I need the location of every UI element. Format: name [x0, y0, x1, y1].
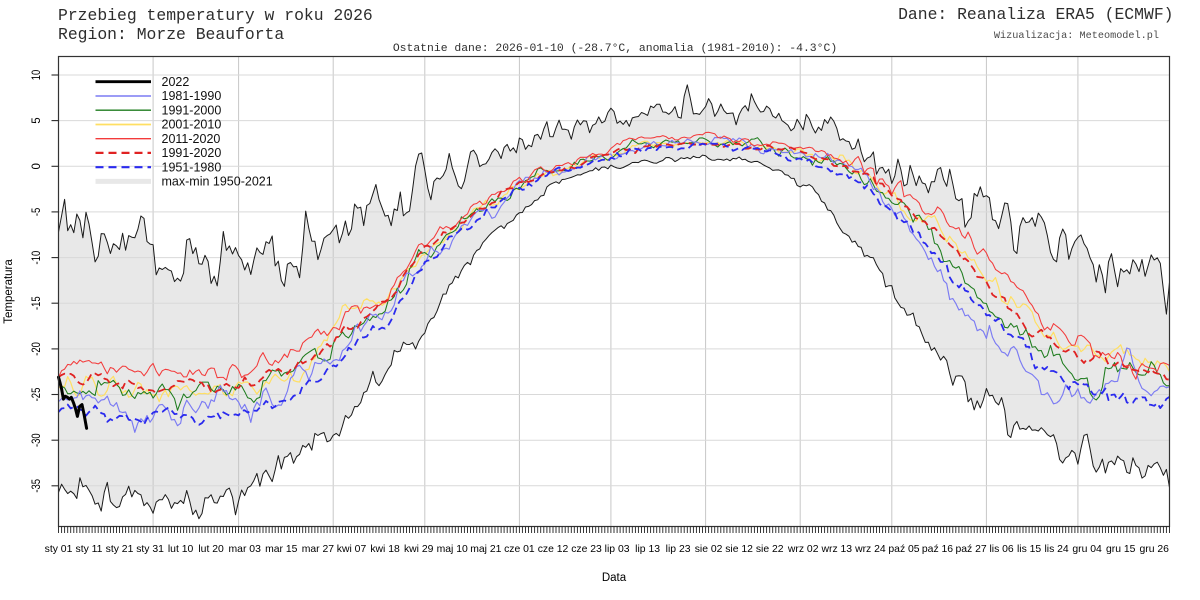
svg-text:1951-1980: 1951-1980	[162, 160, 222, 174]
svg-text:lis 15: lis 15	[1017, 544, 1041, 555]
svg-text:gru 15: gru 15	[1106, 544, 1136, 555]
svg-text:-20: -20	[31, 342, 43, 356]
svg-text:lut 20: lut 20	[198, 544, 224, 555]
svg-text:mar 03: mar 03	[229, 544, 262, 555]
svg-text:sie 22: sie 22	[756, 544, 784, 555]
svg-text:-10: -10	[31, 251, 43, 265]
svg-text:cze 23: cze 23	[571, 544, 602, 555]
svg-text:-5: -5	[31, 208, 43, 216]
svg-text:Przebieg temperatury w roku 20: Przebieg temperatury w roku 2026	[58, 6, 373, 25]
svg-text:wrz 02: wrz 02	[787, 544, 819, 555]
svg-text:sty 31: sty 31	[136, 544, 164, 555]
svg-text:mar 27: mar 27	[302, 544, 335, 555]
svg-text:sty 01: sty 01	[45, 544, 73, 555]
svg-text:max-min 1950-2021: max-min 1950-2021	[162, 175, 273, 189]
svg-text:lut 10: lut 10	[168, 544, 194, 555]
svg-text:kwi 07: kwi 07	[337, 544, 367, 555]
svg-text:lis 24: lis 24	[1044, 544, 1068, 555]
svg-text:lip 03: lip 03	[605, 544, 630, 555]
svg-text:gru 26: gru 26	[1139, 544, 1169, 555]
svg-text:paź 05: paź 05	[888, 544, 919, 555]
svg-text:2011-2020: 2011-2020	[162, 132, 221, 146]
svg-text:mar 15: mar 15	[265, 544, 298, 555]
svg-text:2022: 2022	[162, 75, 190, 89]
svg-text:10: 10	[31, 70, 43, 81]
svg-text:wrz 24: wrz 24	[854, 544, 886, 555]
svg-text:2001-2010: 2001-2010	[162, 118, 222, 132]
svg-text:1991-2020: 1991-2020	[162, 146, 222, 160]
svg-text:cze 12: cze 12	[538, 544, 569, 555]
svg-text:gru 04: gru 04	[1072, 544, 1102, 555]
svg-text:kwi 29: kwi 29	[404, 544, 434, 555]
svg-text:sty 11: sty 11	[76, 544, 103, 555]
svg-text:kwi 18: kwi 18	[370, 544, 400, 555]
svg-text:sie 12: sie 12	[725, 544, 753, 555]
svg-text:maj 10: maj 10	[437, 544, 468, 555]
svg-text:cze 01: cze 01	[504, 544, 535, 555]
svg-text:1981-1990: 1981-1990	[162, 89, 222, 103]
svg-text:lip 23: lip 23	[666, 544, 691, 555]
svg-text:-35: -35	[31, 479, 43, 493]
svg-text:Data: Data	[602, 572, 627, 584]
svg-text:Ostatnie dane: 2026-01-10 (-28: Ostatnie dane: 2026-01-10 (-28.7°C, anom…	[393, 43, 837, 55]
svg-text:sty 21: sty 21	[106, 544, 134, 555]
svg-text:Temperatura: Temperatura	[3, 259, 15, 324]
svg-text:lis 06: lis 06	[989, 544, 1013, 555]
svg-text:Dane: Reanaliza ERA5 (ECMWF): Dane: Reanaliza ERA5 (ECMWF)	[898, 5, 1173, 24]
svg-text:-30: -30	[31, 433, 43, 447]
svg-text:sie 02: sie 02	[695, 544, 723, 555]
svg-text:0: 0	[31, 163, 43, 169]
svg-text:-15: -15	[31, 296, 43, 310]
svg-text:Wizualizacja: Meteomodel.pl: Wizualizacja: Meteomodel.pl	[994, 30, 1159, 42]
svg-text:1991-2000: 1991-2000	[162, 103, 222, 117]
svg-text:paź 27: paź 27	[955, 544, 986, 555]
svg-text:-25: -25	[31, 388, 43, 402]
svg-text:lip 13: lip 13	[635, 544, 660, 555]
svg-text:paź 16: paź 16	[922, 544, 953, 555]
svg-text:Region: Morze Beauforta: Region: Morze Beauforta	[58, 25, 284, 44]
svg-text:wrz 13: wrz 13	[820, 544, 852, 555]
svg-text:5: 5	[31, 117, 43, 123]
svg-text:maj 21: maj 21	[470, 544, 501, 555]
